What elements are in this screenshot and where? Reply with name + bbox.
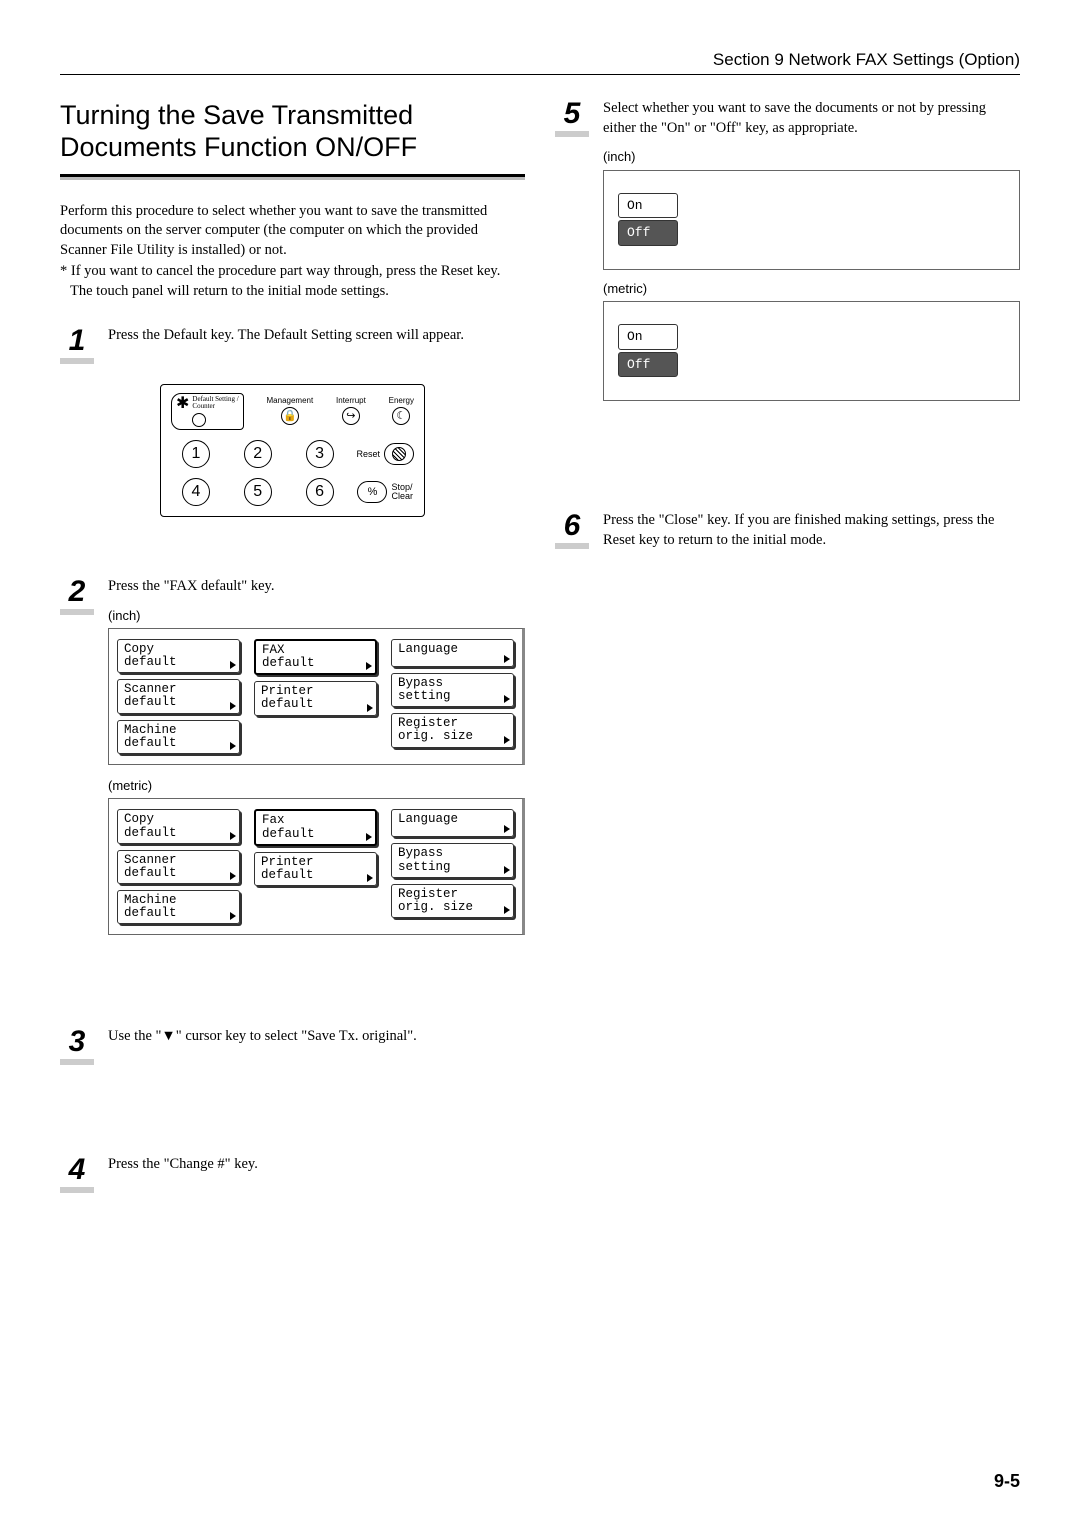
key-3: 3	[306, 440, 334, 468]
unit-inch-label: (inch)	[108, 607, 525, 625]
energy-key: Energy ☾	[389, 397, 414, 425]
section-header: Section 9 Network FAX Settings (Option)	[60, 50, 1020, 70]
unit-inch-label: (inch)	[603, 148, 1020, 166]
step-3: 3 Use the "▼" cursor key to select "Save…	[60, 1027, 525, 1065]
step-text: Press the Default key. The Default Setti…	[108, 326, 525, 346]
default-setting-key: ✱ Default Setting /Counter	[171, 393, 244, 430]
management-key: Management 🔒	[267, 397, 314, 425]
bypass-setting-button[interactable]: Bypass setting	[391, 843, 514, 877]
step-number: 2	[60, 577, 94, 615]
on-button[interactable]: On	[618, 324, 678, 350]
interrupt-label: Interrupt	[336, 397, 366, 405]
bypass-setting-button[interactable]: Bypass setting	[391, 673, 514, 707]
key-4: 4	[182, 478, 210, 506]
key-5: 5	[244, 478, 272, 506]
reset-key: Reset	[356, 443, 414, 465]
step-number: 1	[60, 326, 94, 364]
intro-note: * If you want to cancel the procedure pa…	[60, 262, 525, 301]
printer-default-button[interactable]: Printer default	[254, 681, 377, 715]
step-number: 4	[60, 1155, 94, 1193]
off-button[interactable]: Off	[618, 352, 678, 378]
page-number: 9-5	[994, 1471, 1020, 1492]
intro-text: Perform this procedure to select whether…	[60, 202, 525, 261]
reset-label: Reset	[356, 449, 380, 459]
left-column: Turning the Save Transmitted Documents F…	[60, 99, 525, 1213]
onoff-panel-metric: On Off	[603, 301, 1020, 401]
unit-metric-label: (metric)	[603, 280, 1020, 298]
onoff-panel-inch: On Off	[603, 170, 1020, 270]
register-orig-size-button[interactable]: Register orig. size	[391, 713, 514, 747]
management-label: Management	[267, 397, 314, 405]
menu-panel-metric: Copy default Scanner default Machine def…	[108, 798, 525, 935]
step-4: 4 Press the "Change #" key.	[60, 1155, 525, 1193]
step-number: 3	[60, 1027, 94, 1065]
step-number: 5	[555, 99, 589, 137]
two-column-layout: Turning the Save Transmitted Documents F…	[60, 99, 1020, 1213]
energy-icon: ☾	[392, 407, 410, 425]
page-title: Turning the Save Transmitted Documents F…	[60, 99, 525, 164]
interrupt-key: Interrupt ↪	[336, 397, 366, 425]
keypad-illustration: ✱ Default Setting /Counter Management 🔒 …	[160, 384, 425, 517]
clear-label: Clear	[391, 491, 413, 501]
key-2: 2	[244, 440, 272, 468]
percent-icon: %	[368, 486, 378, 498]
step-2: 2 Press the "FAX default" key. (inch) Co…	[60, 577, 525, 947]
scanner-default-button[interactable]: Scanner default	[117, 679, 240, 713]
scanner-default-button[interactable]: Scanner default	[117, 850, 240, 884]
unit-metric-label: (metric)	[108, 777, 525, 795]
step-text: Press the "Change #" key.	[108, 1155, 525, 1175]
on-button[interactable]: On	[618, 193, 678, 219]
step-text: Press the "Close" key. If you are finish…	[603, 511, 1020, 550]
fax-default-button[interactable]: FAX default	[254, 639, 377, 675]
step-6: 6 Press the "Close" key. If you are fini…	[555, 511, 1020, 550]
lock-icon: 🔒	[281, 407, 299, 425]
menu-panel-inch: Copy default Scanner default Machine def…	[108, 628, 525, 765]
stop-clear-key: % Stop/Clear	[357, 481, 413, 503]
step-text: Press the "FAX default" key.	[108, 577, 525, 597]
step-text: Select whether you want to save the docu…	[603, 99, 1020, 138]
printer-default-button[interactable]: Printer default	[254, 852, 377, 886]
reset-icon	[392, 447, 406, 461]
step-text: Use the "▼" cursor key to select "Save T…	[108, 1027, 525, 1047]
off-button[interactable]: Off	[618, 220, 678, 246]
title-underline	[60, 174, 525, 180]
interrupt-icon: ↪	[342, 407, 360, 425]
language-button[interactable]: Language	[391, 809, 514, 837]
copy-default-button[interactable]: Copy default	[117, 639, 240, 673]
machine-default-button[interactable]: Machine default	[117, 890, 240, 924]
energy-label: Energy	[389, 397, 414, 405]
step-number: 6	[555, 511, 589, 549]
counter-label: Counter	[192, 402, 215, 410]
machine-default-button[interactable]: Machine default	[117, 720, 240, 754]
right-column: 5 Select whether you want to save the do…	[555, 99, 1020, 1213]
key-6: 6	[306, 478, 334, 506]
step-5: 5 Select whether you want to save the do…	[555, 99, 1020, 411]
header-rule	[60, 74, 1020, 75]
copy-default-button[interactable]: Copy default	[117, 809, 240, 843]
fax-default-button[interactable]: Fax default	[254, 809, 377, 845]
language-button[interactable]: Language	[391, 639, 514, 667]
key-1: 1	[182, 440, 210, 468]
register-orig-size-button[interactable]: Register orig. size	[391, 884, 514, 918]
step-1: 1 Press the Default key. The Default Set…	[60, 326, 525, 364]
